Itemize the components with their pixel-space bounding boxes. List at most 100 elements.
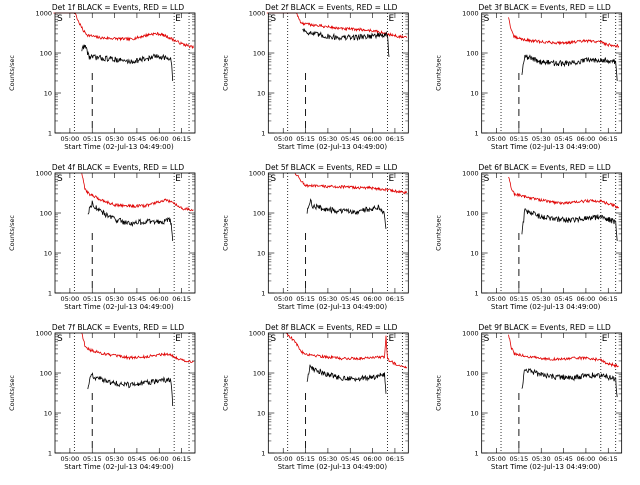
- x-tick-label: 05:30: [532, 135, 551, 143]
- y-tick-label: 10: [470, 90, 478, 98]
- end-flag: E: [388, 14, 394, 24]
- x-tick-label: 05:45: [341, 295, 360, 303]
- chart-title: Det 4f BLACK = Events, RED = LLD: [52, 163, 185, 172]
- y-tick-label: 100: [40, 50, 52, 58]
- x-tick-label: 06:15: [386, 295, 405, 303]
- chart-title: Det 5f BLACK = Events, RED = LLD: [265, 163, 398, 172]
- series-line-lld: [294, 173, 408, 195]
- chart-panel-2: Det 2f BLACK = Events, RED = LLD Counts/s…: [221, 3, 409, 151]
- x-tick-label: 05:45: [128, 295, 147, 303]
- x-tick-label: 06:15: [386, 455, 405, 463]
- y-tick-label: 1: [261, 450, 265, 458]
- series-line-events: [521, 54, 618, 82]
- y-tick-label: 1: [475, 450, 479, 458]
- y-axis-label: Counts/sec: [221, 215, 229, 251]
- chart-title: Det 8f BLACK = Events, RED = LLD: [265, 323, 398, 332]
- y-tick-label: 1000: [249, 330, 266, 338]
- chart-title: Det 2f BLACK = Events, RED = LLD: [265, 3, 398, 12]
- x-tick-label: 05:45: [554, 455, 573, 463]
- y-tick-label: 100: [40, 370, 52, 378]
- series-line-events: [521, 208, 618, 242]
- x-tick-label: 05:30: [319, 295, 338, 303]
- x-tick-label: 05:00: [487, 295, 506, 303]
- y-tick-label: 100: [253, 370, 265, 378]
- y-tick-label: 10: [257, 410, 265, 418]
- chart-title: Det 1f BLACK = Events, RED = LLD: [52, 3, 185, 12]
- x-tick-label: 05:30: [319, 455, 338, 463]
- x-axis-label: Start Time (02-Jul-13 04:49:00): [64, 303, 174, 311]
- x-tick-label: 05:45: [341, 455, 360, 463]
- y-tick-label: 10: [257, 250, 265, 258]
- y-tick-label: 1: [475, 290, 479, 298]
- x-tick-label: 06:00: [577, 135, 596, 143]
- x-axis-label: Start Time (02-Jul-13 04:49:00): [278, 463, 388, 471]
- x-tick-label: 06:00: [150, 455, 169, 463]
- chart-title: Det 9f BLACK = Events, RED = LLD: [479, 323, 612, 332]
- chart-title: Det 6f BLACK = Events, RED = LLD: [479, 163, 612, 172]
- x-tick-label: 06:00: [363, 135, 382, 143]
- x-tick-label: 06:15: [599, 455, 618, 463]
- x-tick-label: 05:30: [532, 455, 551, 463]
- y-tick-label: 1: [48, 290, 52, 298]
- end-flag: E: [175, 334, 181, 344]
- chart-panel-1: Det 1f BLACK = Events, RED = LLD Counts/s…: [8, 3, 196, 151]
- series-line-events: [302, 28, 390, 57]
- x-axis-label: Start Time (02-Jul-13 04:49:00): [278, 143, 388, 151]
- x-tick-label: 05:45: [128, 135, 147, 143]
- y-axis-label: Counts/sec: [8, 215, 16, 251]
- chart-title: Det 3f BLACK = Events, RED = LLD: [479, 3, 612, 12]
- series-line-lld: [81, 332, 194, 363]
- y-tick-label: 10: [44, 90, 52, 98]
- y-tick-label: 1: [48, 130, 52, 138]
- x-tick-label: 06:00: [577, 295, 596, 303]
- series-line-events: [81, 44, 174, 82]
- x-tick-label: 06:15: [599, 135, 618, 143]
- series-line-lld: [53, 12, 194, 50]
- x-tick-label: 05:00: [274, 455, 293, 463]
- x-tick-label: 05:15: [510, 295, 529, 303]
- y-tick-label: 1000: [462, 10, 479, 18]
- series-line-events: [521, 368, 618, 398]
- x-axis-label: Start Time (02-Jul-13 04:49:00): [491, 143, 601, 151]
- y-tick-label: 10: [44, 410, 52, 418]
- x-tick-label: 05:45: [128, 455, 147, 463]
- chart-panel-8: Det 8f BLACK = Events, RED = LLD Counts/s…: [221, 323, 409, 471]
- chart-panel-7: Det 7f BLACK = Events, RED = LLD Counts/s…: [8, 323, 196, 471]
- plot-frame: [481, 172, 623, 294]
- y-axis-label: Counts/sec: [221, 55, 229, 91]
- x-tick-label: 06:00: [150, 135, 169, 143]
- x-axis-label: Start Time (02-Jul-13 04:49:00): [491, 303, 601, 311]
- x-axis-label: Start Time (02-Jul-13 04:49:00): [64, 463, 174, 471]
- start-flag: S: [484, 174, 490, 184]
- end-flag: E: [388, 174, 394, 184]
- series-line-lld: [508, 17, 620, 49]
- y-tick-label: 1000: [462, 170, 479, 178]
- x-tick-label: 05:15: [510, 455, 529, 463]
- x-tick-label: 06:15: [386, 135, 405, 143]
- x-tick-label: 06:15: [172, 455, 191, 463]
- y-tick-label: 1000: [35, 330, 52, 338]
- x-tick-label: 06:00: [150, 295, 169, 303]
- y-tick-label: 1000: [462, 330, 479, 338]
- y-tick-label: 1: [261, 130, 265, 138]
- x-tick-label: 06:15: [599, 295, 618, 303]
- plot-frame: [54, 12, 196, 134]
- x-tick-label: 05:15: [296, 135, 315, 143]
- x-tick-label: 05:15: [83, 135, 102, 143]
- chart-panel-3: Det 3f BLACK = Events, RED = LLD Counts/s…: [435, 3, 623, 151]
- start-flag: S: [270, 14, 276, 24]
- y-tick-label: 1000: [35, 10, 52, 18]
- chart-panel-9: Det 9f BLACK = Events, RED = LLD Counts/s…: [435, 323, 623, 471]
- x-tick-label: 05:15: [296, 295, 315, 303]
- start-flag: S: [57, 174, 63, 184]
- x-tick-label: 05:15: [510, 135, 529, 143]
- y-tick-label: 100: [466, 370, 478, 378]
- y-tick-label: 1: [48, 450, 52, 458]
- y-tick-label: 10: [470, 410, 478, 418]
- x-tick-label: 05:30: [532, 295, 551, 303]
- y-tick-label: 100: [40, 210, 52, 218]
- y-tick-label: 1: [475, 130, 479, 138]
- series-line-lld: [508, 176, 620, 209]
- series-line-lld: [508, 334, 619, 369]
